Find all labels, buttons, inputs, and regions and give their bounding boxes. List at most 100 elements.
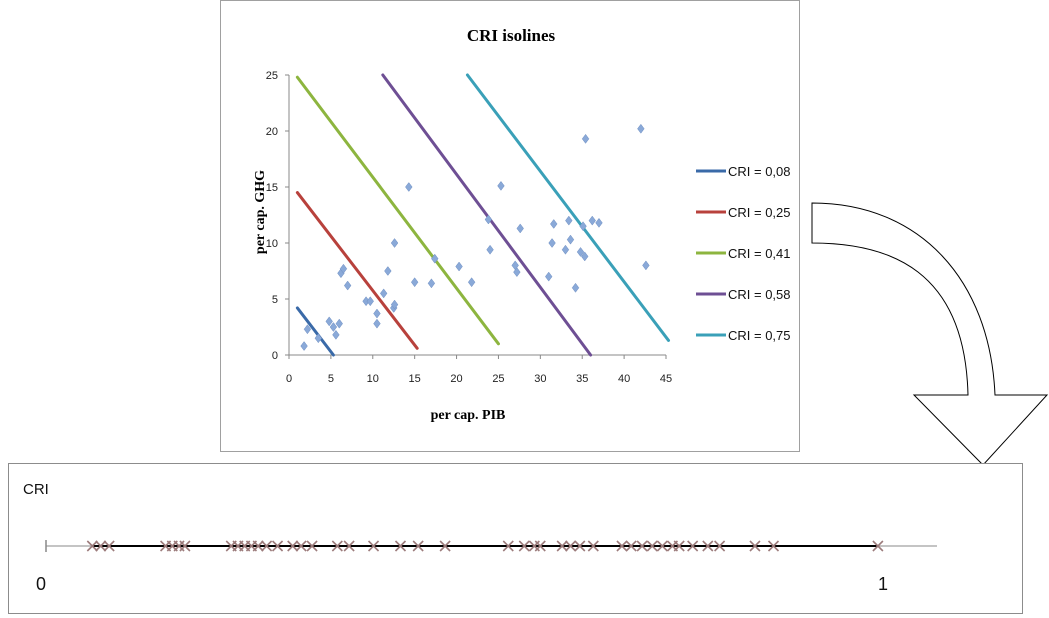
data-point-layer xyxy=(300,123,650,351)
data-point xyxy=(384,266,392,276)
cri-marker xyxy=(394,540,407,552)
x-tick-label: 30 xyxy=(534,373,546,385)
cri-marker xyxy=(702,540,714,552)
data-point xyxy=(484,214,493,225)
data-point xyxy=(497,180,505,191)
cri-marker xyxy=(673,540,685,552)
isoline-chart-svg: CRI isolines 0 5 10 15 20 25 30 35 40 45 0 5 10 15 20 2… xyxy=(253,26,791,423)
scale-axis-layer xyxy=(45,540,937,552)
data-point xyxy=(431,253,439,264)
x-tick-label: 25 xyxy=(492,373,504,385)
isoline-chart-frame: CRI isolines 0 5 10 15 20 25 30 35 40 45 0 5 10 15 20 2… xyxy=(220,0,800,452)
data-point xyxy=(550,219,558,229)
cri-marker xyxy=(261,540,273,552)
axis-layer: 0 5 10 15 20 25 30 35 40 45 0 5 10 15 20 25 xyxy=(266,70,672,385)
cri-marker xyxy=(767,540,780,552)
data-point xyxy=(379,288,388,299)
data-point xyxy=(325,316,333,327)
data-point xyxy=(405,182,413,192)
cri-marker xyxy=(295,540,307,552)
cri-marker xyxy=(714,540,726,552)
data-point xyxy=(427,278,436,289)
data-point xyxy=(642,260,650,271)
data-point xyxy=(545,271,553,282)
legend-label: CRI = 0,41 xyxy=(728,246,791,261)
cri-marker xyxy=(502,540,514,552)
data-point xyxy=(595,217,603,228)
cri-marker xyxy=(749,540,761,552)
legend-label: CRI = 0,58 xyxy=(728,287,791,302)
legend-label: CRI = 0,75 xyxy=(728,328,791,343)
data-point xyxy=(579,221,587,232)
y-tick-label: 15 xyxy=(266,182,278,194)
scale-min-label: 0 xyxy=(36,574,46,594)
x-tick-label: 10 xyxy=(367,373,379,385)
data-point xyxy=(343,280,352,291)
x-tick-label: 40 xyxy=(618,373,630,385)
legend-label: CRI = 0,08 xyxy=(728,164,791,179)
data-point xyxy=(329,322,338,332)
cri-marker xyxy=(439,540,451,552)
isoline-series xyxy=(381,73,593,357)
cri-marker xyxy=(412,540,424,552)
scale-max-label: 1 xyxy=(878,574,888,594)
data-point xyxy=(390,238,399,248)
data-point xyxy=(339,263,348,274)
cri-marker xyxy=(625,540,637,552)
data-point xyxy=(576,247,585,257)
cri-scale-svg: CRI 0 1 xyxy=(23,481,937,594)
cri-marker xyxy=(587,540,599,552)
x-tick-label: 20 xyxy=(450,373,462,385)
isoline-layer xyxy=(295,73,671,357)
cri-marker xyxy=(331,540,343,552)
cri-marker xyxy=(95,540,107,552)
data-point xyxy=(581,133,590,144)
cri-marker xyxy=(518,540,530,552)
data-point xyxy=(335,318,343,329)
scale-title: CRI xyxy=(23,481,49,498)
isoline-series xyxy=(295,306,335,357)
data-point xyxy=(637,123,645,134)
curved-arrow-outline xyxy=(811,202,1049,466)
x-axis-title: per cap. PIB xyxy=(431,408,506,423)
data-point xyxy=(561,244,570,255)
data-point xyxy=(581,251,589,262)
data-point xyxy=(467,277,476,288)
data-point xyxy=(373,318,381,329)
cri-marker xyxy=(656,540,668,552)
y-axis-title: per cap. GHG xyxy=(253,170,268,254)
data-point xyxy=(516,223,524,234)
cri-marker xyxy=(636,540,648,552)
data-point xyxy=(366,296,374,307)
cri-marker xyxy=(646,540,658,552)
data-point xyxy=(548,238,556,248)
data-point xyxy=(332,329,340,340)
data-point xyxy=(565,215,573,226)
legend-label: CRI = 0,25 xyxy=(728,205,791,220)
isoline-series xyxy=(295,191,419,350)
isoline-series xyxy=(465,73,671,342)
cri-marker xyxy=(86,540,98,552)
cri-marker xyxy=(687,540,699,552)
y-tick-label: 20 xyxy=(266,126,278,138)
data-point xyxy=(300,341,308,351)
y-tick-label: 10 xyxy=(266,238,278,250)
cri-marker xyxy=(271,540,284,552)
data-point xyxy=(588,215,596,226)
x-tick-label: 45 xyxy=(660,373,672,385)
cri-marker xyxy=(287,540,299,552)
chart-title: CRI isolines xyxy=(467,26,556,45)
cri-scale-frame: CRI 0 1 xyxy=(8,463,1023,614)
legend: CRI = 0,08 CRI = 0,25 CRI = 0,41 CRI = 0,58… xyxy=(696,164,791,343)
cri-marker xyxy=(565,540,577,552)
x-tick-label: 0 xyxy=(286,373,292,385)
data-point xyxy=(566,234,575,245)
cri-marker-layer xyxy=(86,540,884,552)
cri-marker xyxy=(574,540,586,552)
cri-marker xyxy=(367,540,380,552)
x-tick-label: 15 xyxy=(409,373,421,385)
cri-marker xyxy=(616,540,628,552)
x-tick-label: 5 xyxy=(328,373,334,385)
data-point xyxy=(303,324,312,335)
cri-marker xyxy=(343,540,355,552)
